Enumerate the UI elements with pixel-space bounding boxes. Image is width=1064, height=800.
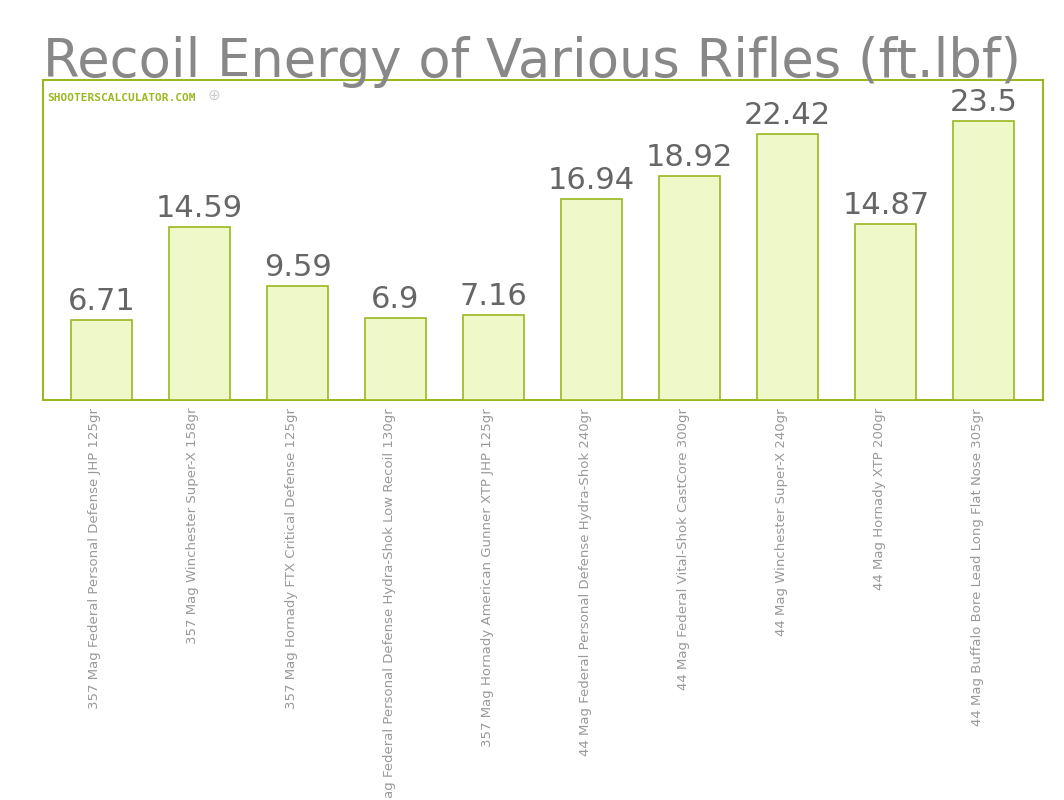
Text: 357 Mag Federal Personal Defense Hydra-Shok Low Recoil 130gr: 357 Mag Federal Personal Defense Hydra-S… xyxy=(383,408,396,800)
Text: 6.71: 6.71 xyxy=(67,287,135,316)
Bar xyxy=(365,318,426,400)
Bar xyxy=(562,199,622,400)
Text: 14.59: 14.59 xyxy=(156,194,243,223)
Bar xyxy=(855,224,916,400)
Text: 44 Mag Hornady XTP 200gr: 44 Mag Hornady XTP 200gr xyxy=(872,408,886,590)
Text: 44 Mag Buffalo Bore Lead Long Flat Nose 305gr: 44 Mag Buffalo Bore Lead Long Flat Nose … xyxy=(970,408,984,726)
Bar xyxy=(953,122,1014,400)
Text: 357 Mag Winchester Super-X 158gr: 357 Mag Winchester Super-X 158gr xyxy=(186,408,199,645)
Text: 18.92: 18.92 xyxy=(646,142,733,172)
Text: 23.5: 23.5 xyxy=(950,88,1018,118)
Bar xyxy=(169,227,230,400)
Text: SHOOTERSCALCULATOR.COM: SHOOTERSCALCULATOR.COM xyxy=(48,93,196,102)
Text: 357 Mag Hornady American Gunner XTP JHP 125gr: 357 Mag Hornady American Gunner XTP JHP … xyxy=(481,408,494,746)
Text: 9.59: 9.59 xyxy=(264,253,331,282)
Text: ⊕: ⊕ xyxy=(207,88,220,103)
Bar xyxy=(71,321,132,400)
Text: 44 Mag Federal Personal Defense Hydra-Shok 240gr: 44 Mag Federal Personal Defense Hydra-Sh… xyxy=(579,408,592,756)
Text: Recoil Energy of Various Rifles (ft.lbf): Recoil Energy of Various Rifles (ft.lbf) xyxy=(43,36,1021,88)
Bar xyxy=(267,286,328,400)
Text: 16.94: 16.94 xyxy=(548,166,635,195)
Text: 7.16: 7.16 xyxy=(460,282,528,311)
Bar xyxy=(660,176,720,400)
Text: 44 Mag Federal Vital-Shok CastCore 300gr: 44 Mag Federal Vital-Shok CastCore 300gr xyxy=(677,408,689,690)
Bar xyxy=(463,315,523,400)
Text: 44 Mag Winchester Super-X 240gr: 44 Mag Winchester Super-X 240gr xyxy=(775,408,787,636)
Text: 357 Mag Federal Personal Defense JHP 125gr: 357 Mag Federal Personal Defense JHP 125… xyxy=(88,408,101,709)
Text: 22.42: 22.42 xyxy=(744,101,831,130)
Text: 357 Mag Hornady FTX Critical Defense 125gr: 357 Mag Hornady FTX Critical Defense 125… xyxy=(284,408,298,709)
Bar xyxy=(758,134,818,400)
Text: 6.9: 6.9 xyxy=(371,285,419,314)
Text: 14.87: 14.87 xyxy=(843,190,930,220)
